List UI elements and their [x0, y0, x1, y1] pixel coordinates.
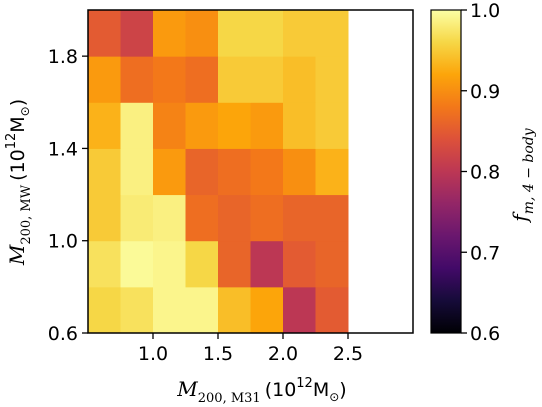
x-axis-label: M200, M31 (1012M⊙): [176, 376, 346, 406]
heatmap-cell: [88, 56, 121, 103]
heatmap-cell: [120, 10, 154, 57]
heatmap-cell: [250, 240, 284, 288]
heatmap-cell: [218, 148, 251, 196]
heatmap-cell: [153, 240, 186, 288]
y-tick-label: 1.0: [48, 231, 78, 253]
heatmap-cell: [88, 240, 121, 288]
heatmap-cell: [250, 56, 284, 103]
heatmap-cell: [315, 194, 349, 242]
heatmap-cell: [88, 10, 121, 57]
heatmap-cell: [218, 240, 251, 288]
colorbar-tick-label: 0.7: [470, 242, 500, 264]
colorbar-tick-label: 0.6: [470, 323, 500, 345]
heatmap-cell: [120, 286, 154, 334]
y-axis-label: M200, MW(1012M⊙): [4, 99, 34, 266]
colorbar-ticks: 0.6 0.7 0.8 0.9 1.0: [461, 0, 500, 345]
heatmap-cell: [185, 56, 219, 103]
x-axis-ticks: 1.0 1.5 2.0 2.5: [138, 333, 363, 365]
heatmap-cells: [88, 10, 349, 334]
heatmap-cell: [315, 240, 349, 288]
heatmap-cell: [185, 102, 219, 149]
heatmap-cell: [283, 56, 316, 103]
x-tick-label: 1.5: [203, 343, 233, 365]
x-tick-label: 1.0: [138, 343, 168, 365]
heatmap-cell: [250, 148, 284, 196]
heatmap-cell: [250, 286, 284, 334]
heatmap-cell: [185, 148, 219, 196]
colorbar-tick-label: 0.8: [470, 162, 500, 184]
heatmap-cell: [153, 286, 186, 334]
heatmap-cell: [185, 240, 219, 288]
heatmap-cell: [283, 240, 316, 288]
heatmap-cell: [315, 102, 349, 149]
y-tick-label: 1.4: [48, 138, 78, 160]
heatmap-cell: [153, 56, 186, 103]
heatmap-cell: [315, 286, 349, 334]
heatmap-cell: [185, 194, 219, 242]
plot-frame: [87, 9, 414, 334]
heatmap-cell: [283, 286, 316, 334]
heatmap-cell: [120, 148, 154, 196]
heatmap-cell: [88, 194, 121, 242]
y-tick-label: 1.8: [48, 46, 78, 68]
heatmap-cell: [218, 56, 251, 103]
heatmap-cell: [315, 148, 349, 196]
heatmap-cell: [218, 102, 251, 149]
heatmap-cell: [315, 56, 349, 103]
x-tick-label: 2.0: [268, 343, 298, 365]
heatmap-cell: [283, 148, 316, 196]
heatmap-cell: [250, 194, 284, 242]
heatmap-cell: [315, 10, 349, 57]
heatmap-cell: [218, 194, 251, 242]
heatmap-cell: [250, 10, 284, 57]
heatmap-cell: [218, 10, 251, 57]
y-tick-label: 0.6: [48, 323, 78, 345]
heatmap-cell: [153, 148, 186, 196]
heatmap-cell: [88, 102, 121, 149]
y-axis-ticks: 0.6 1.0 1.4 1.8: [48, 46, 88, 345]
heatmap-cell: [283, 102, 316, 149]
heatmap-cell: [153, 194, 186, 242]
heatmap-cell: [120, 56, 154, 103]
colorbar-label: fm, 4 − body: [508, 127, 537, 223]
heatmap-cell: [185, 10, 219, 57]
x-tick-label: 2.5: [333, 343, 363, 365]
heatmap-cell: [88, 148, 121, 196]
heatmap-cell: [153, 10, 186, 57]
heatmap-cell: [88, 286, 121, 334]
colorbar-tick-label: 1.0: [470, 0, 500, 22]
heatmap-cell: [218, 286, 251, 334]
heatmap-cell: [250, 102, 284, 149]
heatmap-cell: [120, 240, 154, 288]
colorbar: [430, 9, 462, 334]
heatmap-cell: [120, 102, 154, 149]
heatmap-cell: [185, 286, 219, 334]
heatmap-cell: [120, 194, 154, 242]
colorbar-tick-label: 0.9: [470, 81, 500, 103]
heatmap-cell: [283, 194, 316, 242]
heatmap-cell: [283, 10, 316, 57]
heatmap-cell: [153, 102, 186, 149]
